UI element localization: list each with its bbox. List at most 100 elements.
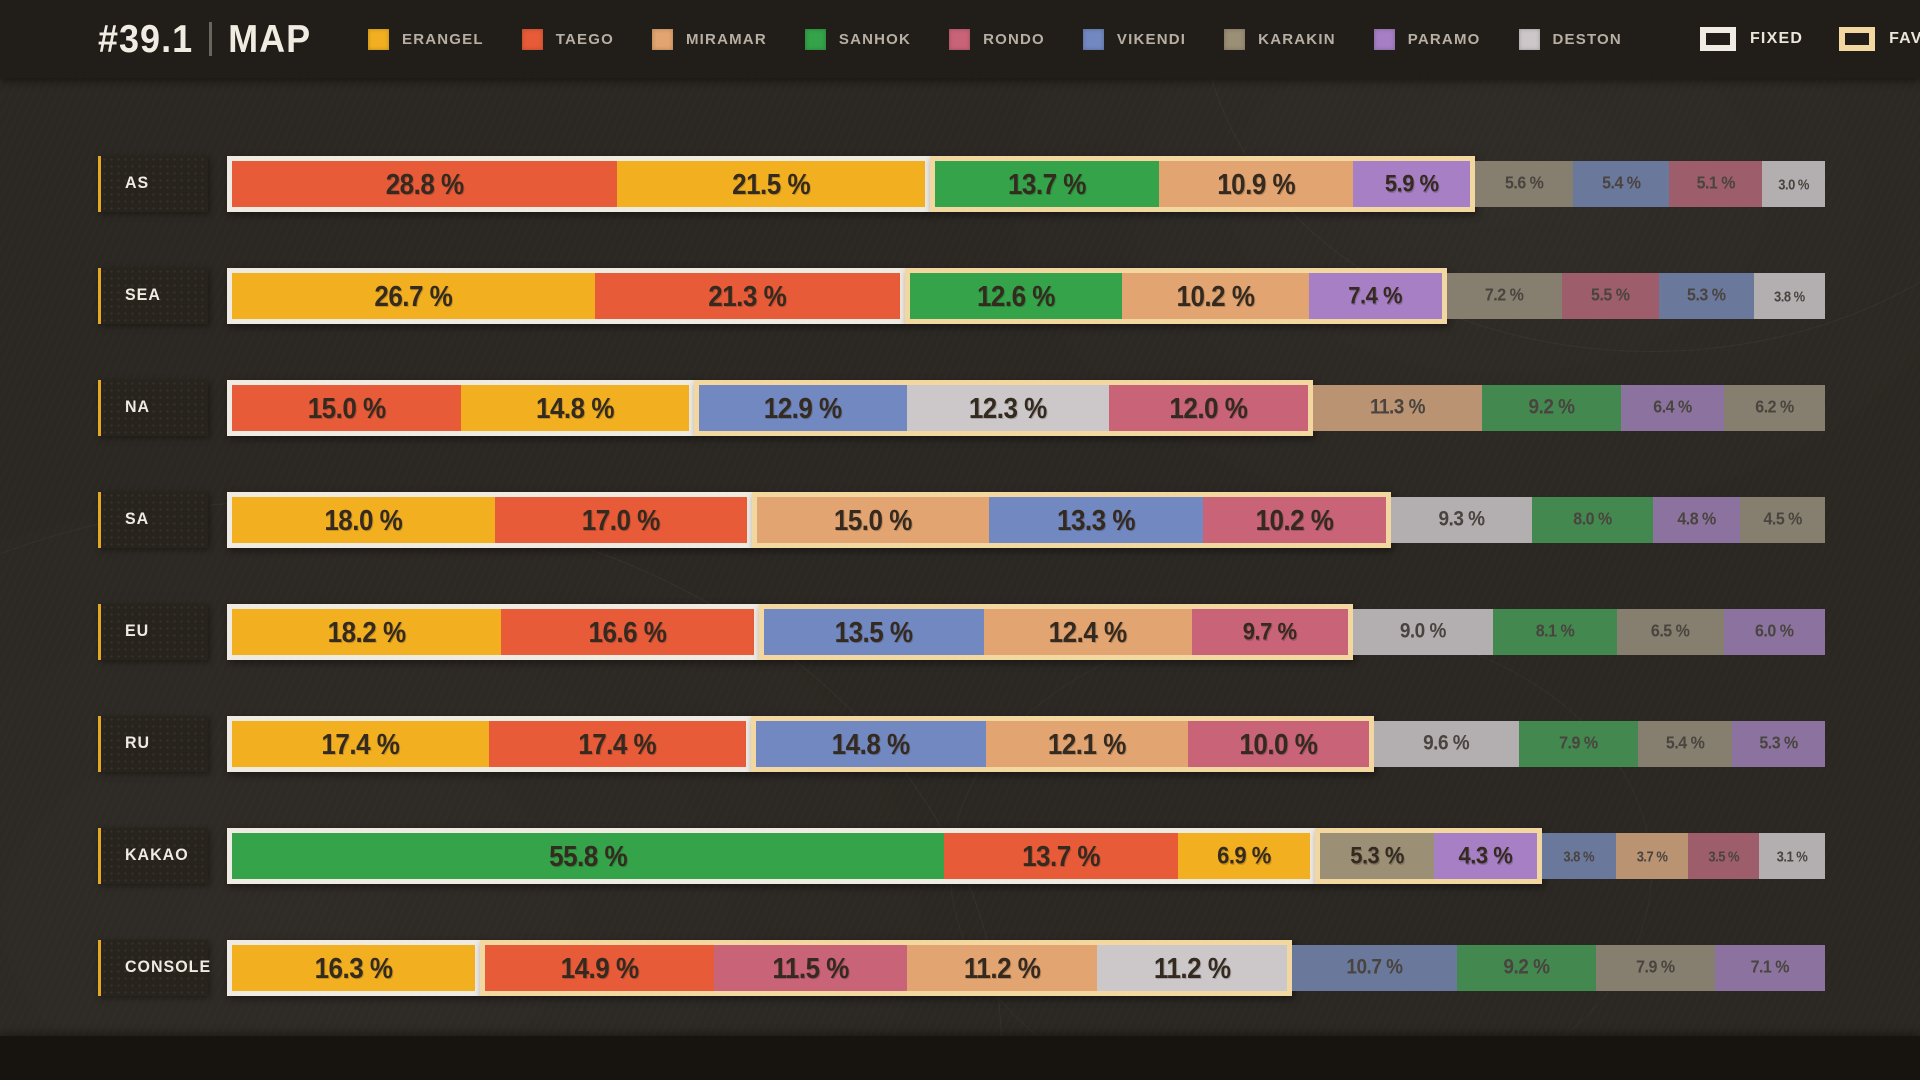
segment-vikendi: 5.3 %	[1658, 273, 1754, 319]
segment-value: 12.6 %	[976, 278, 1055, 312]
segment-miramar: 10.2 %	[1122, 273, 1309, 319]
legend-item-taego: TAEGO	[521, 28, 614, 50]
legend-item-paramo: PARAMO	[1373, 28, 1481, 50]
segment-vikendi: 13.5 %	[763, 609, 984, 655]
segment-rondo: 5.5 %	[1561, 273, 1659, 319]
segment-value: 17.4 %	[578, 726, 657, 760]
stacked-bar: 17.4 % 17.4 % 14.8 % 12.1 % 10.0 % 9.6 % 7.9 %…	[227, 716, 1826, 772]
fixed-key-label: FIXED	[1749, 30, 1804, 47]
segment-deston: 3.8 %	[1753, 273, 1826, 319]
segment-erangel: 18.2 %	[232, 609, 502, 655]
legend-label: SANHOK	[838, 30, 912, 48]
favored-group: 13.7 % 10.9 % 5.9 %	[929, 156, 1476, 212]
segment-sanhok: 8.1 %	[1493, 609, 1617, 655]
legend-label: DESTON	[1552, 30, 1622, 48]
segment-sanhok: 55.8 %	[232, 833, 945, 879]
footer-strip	[0, 1036, 1920, 1080]
segment-sanhok: 9.2 %	[1456, 945, 1597, 991]
segment-value: 28.8 %	[385, 166, 464, 200]
legend-item-rondo: RONDO	[949, 28, 1045, 50]
segment-value: 11.3 %	[1369, 395, 1426, 419]
border-keys: FIXED FAVORED	[1699, 27, 1920, 51]
segment-value: 3.8 %	[1774, 287, 1805, 305]
segment-karakin: 5.3 %	[1320, 833, 1435, 879]
fixed-group: 16.3 %	[227, 940, 481, 996]
fixed-group: 55.8 % 13.7 % 6.9 %	[227, 828, 1316, 884]
region-name: NA	[125, 398, 151, 417]
segment-value: 3.8 %	[1563, 847, 1595, 865]
segment-karakin: 6.2 %	[1724, 385, 1825, 431]
segment-value: 4.3 %	[1458, 841, 1513, 870]
favored-key: FAVORED	[1839, 27, 1920, 51]
segment-value: 3.7 %	[1636, 847, 1668, 865]
sanhok-swatch-icon	[804, 28, 826, 50]
region-name: SEA	[125, 286, 161, 305]
segment-value: 6.0 %	[1755, 622, 1794, 641]
segment-value: 14.8 %	[536, 390, 614, 424]
segment-miramar: 3.7 %	[1615, 833, 1689, 879]
segment-rondo: 12.0 %	[1108, 385, 1308, 431]
segment-karakin: 5.6 %	[1475, 161, 1574, 207]
region-row-na: NA 15.0 % 14.8 % 12.9 % 12.3 % 12.0 % 11.3 % 9.…	[98, 380, 1825, 436]
segment-paramo: 6.0 %	[1723, 609, 1825, 655]
region-name: KAKAO	[125, 846, 189, 865]
segment-value: 3.1 %	[1776, 847, 1808, 865]
segment-erangel: 17.4 %	[232, 721, 489, 767]
segment-sanhok: 12.6 %	[909, 273, 1123, 319]
fixed-group: 18.2 % 16.6 %	[227, 604, 759, 660]
region-label-sea: SEA	[98, 268, 208, 324]
fixed-group: 17.4 % 17.4 %	[227, 716, 751, 772]
taego-swatch-icon	[521, 28, 543, 50]
segment-value: 9.0 %	[1399, 619, 1447, 643]
fixed-key: FIXED	[1699, 27, 1804, 51]
segment-value: 14.8 %	[831, 726, 910, 760]
favored-group: 14.8 % 12.1 % 10.0 %	[750, 716, 1374, 772]
unmarked-group: 10.7 % 9.2 % 7.9 % 7.1 %	[1292, 945, 1825, 991]
segment-sanhok: 7.9 %	[1518, 721, 1639, 767]
legend-item-deston: DESTON	[1518, 28, 1622, 50]
favored-key-label: FAVORED	[1889, 30, 1920, 47]
segment-value: 6.9 %	[1217, 841, 1271, 870]
segment-value: 4.8 %	[1677, 510, 1716, 529]
segment-vikendi: 13.3 %	[988, 497, 1204, 543]
segment-rondo: 9.7 %	[1191, 609, 1348, 655]
region-label-as: AS	[98, 156, 208, 212]
miramar-swatch-icon	[651, 28, 673, 50]
segment-value: 3.0 %	[1778, 175, 1809, 193]
stacked-bar: 16.3 % 14.9 % 11.5 % 11.2 % 11.2 % 10.7 % 9.2 …	[227, 940, 1825, 996]
title-divider	[209, 22, 213, 56]
segment-paramo: 7.4 %	[1308, 273, 1442, 319]
segment-karakin: 7.2 %	[1446, 273, 1562, 319]
segment-value: 16.3 %	[314, 950, 393, 984]
legend-item-vikendi: VIKENDI	[1082, 28, 1187, 50]
segment-value: 9.6 %	[1423, 731, 1470, 755]
segment-value: 13.3 %	[1057, 502, 1135, 536]
segment-erangel: 6.9 %	[1177, 833, 1311, 879]
region-name: AS	[125, 174, 150, 193]
legend-label: ERANGEL	[402, 30, 484, 48]
segment-value: 13.7 %	[1007, 166, 1086, 200]
segment-taego: 17.4 %	[488, 721, 746, 767]
map-legend: ERANGEL TAEGO MIRAMAR SANHOK RONDO VIKENDI KAR…	[368, 28, 1660, 50]
legend-label: VIKENDI	[1116, 30, 1187, 48]
segment-erangel: 14.8 %	[461, 385, 689, 431]
segment-vikendi: 14.8 %	[755, 721, 986, 767]
fixed-group: 26.7 % 21.3 %	[227, 268, 905, 324]
favored-group: 15.0 % 13.3 % 10.2 %	[751, 492, 1391, 548]
segment-value: 15.0 %	[307, 390, 386, 424]
segment-miramar: 10.9 %	[1159, 161, 1354, 207]
segment-value: 5.3 %	[1687, 286, 1726, 305]
segment-vikendi: 10.7 %	[1292, 945, 1457, 991]
region-label-sa: SA	[98, 492, 208, 548]
erangel-swatch-icon	[368, 28, 389, 50]
region-label-kakao: KAKAO	[98, 828, 208, 884]
unmarked-group: 9.6 % 7.9 % 5.4 % 5.3 %	[1373, 721, 1826, 767]
segment-taego: 16.6 %	[501, 609, 754, 655]
region-row-ru: RU 17.4 % 17.4 % 14.8 % 12.1 % 10.0 % 9.6 % 7.9…	[98, 716, 1826, 772]
header-bar: #39.1 MAP ERANGEL TAEGO MIRAMAR SANHOK RONDO…	[0, 0, 1920, 78]
segment-value: 11.2 %	[1153, 950, 1231, 984]
segment-rondo: 3.5 %	[1688, 833, 1760, 879]
segment-value: 10.0 %	[1239, 726, 1318, 760]
legend-label: RONDO	[983, 30, 1045, 48]
